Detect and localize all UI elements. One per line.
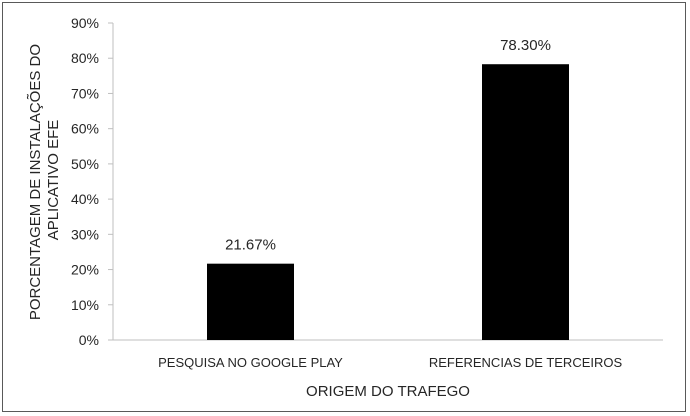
- bars: 21.67% 78.30%: [207, 37, 569, 341]
- x-axis-category-labels: PESQUISA NO GOOGLE PLAY REFERENCIAS DE TE…: [158, 355, 622, 370]
- x-category-label: REFERENCIAS DE TERCEIROS: [429, 355, 623, 370]
- y-tick-label: 30%: [71, 226, 99, 242]
- y-tick-label: 10%: [71, 297, 99, 313]
- x-axis-title: ORIGEM DO TRAFEGO: [306, 383, 470, 400]
- x-category-label: PESQUISA NO GOOGLE PLAY: [158, 355, 343, 370]
- y-tick-label: 50%: [71, 156, 99, 172]
- y-tick-label: 60%: [71, 121, 99, 137]
- y-tick-label: 80%: [71, 50, 99, 66]
- y-axis-ticks: 0% 10% 20% 30% 40% 50% 60% 70% 80% 90%: [71, 15, 113, 348]
- y-axis-title: PORCENTAGEM DE INSTALAÇÕES DO APLICATIVO…: [27, 40, 62, 320]
- chart-frame: [2, 2, 686, 412]
- y-tick-label: 0%: [79, 332, 99, 348]
- y-tick-label: 70%: [71, 85, 99, 101]
- bar: [482, 64, 569, 341]
- y-tick-label: 40%: [71, 191, 99, 207]
- y-tick-label: 90%: [71, 15, 99, 31]
- y-axis-title-line-2: APLICATIVO EFE: [45, 120, 62, 241]
- y-axis-title-line-1: PORCENTAGEM DE INSTALAÇÕES DO: [27, 44, 44, 320]
- bar-data-label: 21.67%: [225, 237, 276, 254]
- bar: [207, 263, 294, 340]
- y-tick-label: 20%: [71, 262, 99, 278]
- bar-data-label: 78.30%: [500, 37, 551, 54]
